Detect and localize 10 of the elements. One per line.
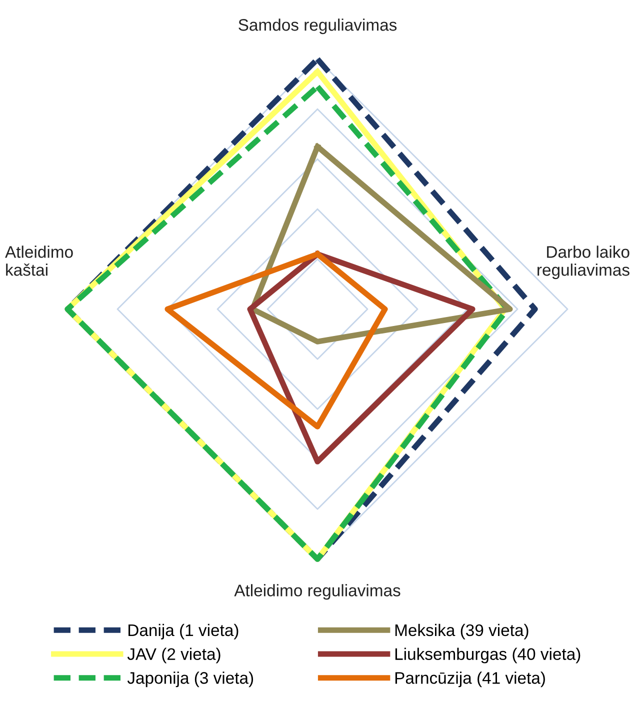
- legend-label: Meksika (39 vieta): [395, 624, 528, 640]
- spoke-label: Atleidimo reguliavimas: [234, 584, 400, 600]
- spoke-label: Samdos reguliavimas: [238, 18, 397, 34]
- legend-label: Parncūzija (41 vieta): [395, 672, 545, 688]
- spoke-label: Darbo laiko reguliavimas: [538, 246, 630, 280]
- legend-label: JAV (2 vieta): [127, 648, 220, 664]
- spoke-label: Atleidimo kaštai: [5, 246, 73, 276]
- legend-label: Japonija (3 vieta): [127, 672, 254, 688]
- legend-label: Danija (1 vieta): [128, 624, 238, 640]
- legend-label: Liuksemburgas (40 vieta): [395, 648, 580, 664]
